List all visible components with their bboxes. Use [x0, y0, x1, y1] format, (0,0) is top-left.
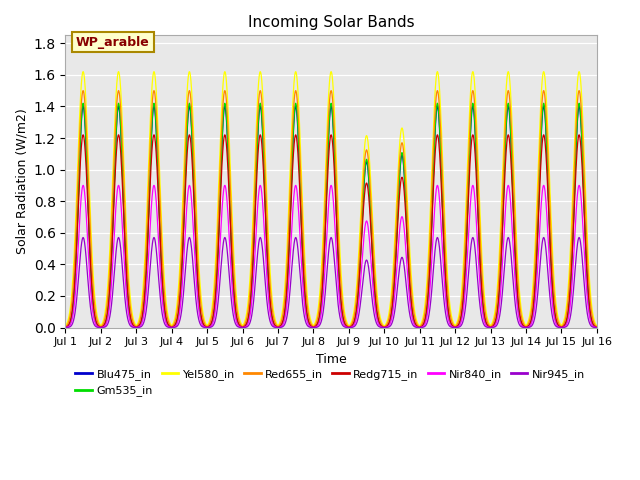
Yel580_in — [266, 254, 273, 260]
Line: Nir840_in: Nir840_in — [65, 185, 597, 327]
Red655_in — [289, 129, 296, 135]
Redg715_in — [61, 324, 69, 330]
Yel580_in — [593, 324, 601, 330]
Blu475_in — [289, 153, 296, 159]
Nir840_in — [582, 286, 590, 292]
Redg715_in — [79, 132, 87, 138]
Redg715_in — [289, 170, 296, 176]
Nir945_in — [582, 305, 590, 311]
Gm535_in — [61, 324, 69, 330]
Nir840_in — [79, 182, 87, 188]
Gm535_in — [79, 100, 87, 106]
Blu475_in — [266, 293, 273, 299]
Redg715_in — [122, 266, 130, 272]
Nir840_in — [525, 324, 533, 329]
Redg715_in — [266, 289, 273, 295]
Nir945_in — [525, 324, 533, 330]
Line: Redg715_in: Redg715_in — [65, 135, 597, 327]
Line: Yel580_in: Yel580_in — [65, 72, 597, 327]
Nir840_in — [289, 215, 296, 220]
Y-axis label: Solar Radiation (W/m2): Solar Radiation (W/m2) — [15, 108, 28, 254]
Line: Red655_in: Red655_in — [65, 91, 597, 327]
Red655_in — [79, 88, 87, 94]
Yel580_in — [289, 108, 296, 114]
Line: Gm535_in: Gm535_in — [65, 103, 597, 327]
Blu475_in — [525, 323, 533, 329]
Gm535_in — [593, 324, 601, 330]
Red655_in — [122, 240, 130, 246]
Redg715_in — [582, 262, 590, 268]
Blu475_in — [593, 324, 601, 330]
Yel580_in — [79, 69, 87, 74]
Red655_in — [154, 140, 161, 146]
Title: Incoming Solar Bands: Incoming Solar Bands — [248, 15, 415, 30]
Nir945_in — [61, 324, 69, 330]
Nir840_in — [61, 324, 69, 330]
Line: Blu475_in: Blu475_in — [65, 107, 597, 327]
Gm535_in — [266, 293, 273, 299]
Blu475_in — [582, 264, 590, 270]
Nir945_in — [154, 264, 161, 269]
Gm535_in — [525, 323, 533, 329]
Blu475_in — [61, 324, 69, 330]
Text: WP_arable: WP_arable — [76, 36, 150, 48]
Nir840_in — [266, 304, 273, 310]
Redg715_in — [154, 180, 161, 186]
Yel580_in — [582, 216, 590, 222]
Gm535_in — [582, 264, 590, 270]
Red655_in — [593, 324, 601, 330]
Nir945_in — [79, 235, 87, 240]
Yel580_in — [61, 323, 69, 328]
Gm535_in — [122, 268, 130, 274]
Blu475_in — [79, 104, 87, 109]
Yel580_in — [154, 119, 161, 125]
Yel580_in — [122, 221, 130, 227]
Red655_in — [266, 270, 273, 276]
Redg715_in — [593, 324, 601, 330]
X-axis label: Time: Time — [316, 353, 346, 366]
Legend: Blu475_in, Gm535_in, Yel580_in, Red655_in, Redg715_in, Nir840_in, Nir945_in: Blu475_in, Gm535_in, Yel580_in, Red655_i… — [71, 365, 589, 401]
Nir945_in — [122, 307, 130, 312]
Red655_in — [61, 324, 69, 330]
Redg715_in — [525, 322, 533, 327]
Nir840_in — [593, 324, 601, 330]
Nir945_in — [593, 324, 601, 330]
Nir840_in — [154, 223, 161, 228]
Yel580_in — [525, 314, 533, 320]
Nir945_in — [289, 258, 296, 264]
Red655_in — [582, 236, 590, 241]
Gm535_in — [289, 151, 296, 156]
Line: Nir945_in: Nir945_in — [65, 238, 597, 327]
Gm535_in — [154, 164, 161, 169]
Nir840_in — [122, 289, 130, 295]
Nir945_in — [266, 315, 273, 321]
Red655_in — [525, 319, 533, 324]
Blu475_in — [122, 269, 130, 275]
Blu475_in — [154, 166, 161, 172]
